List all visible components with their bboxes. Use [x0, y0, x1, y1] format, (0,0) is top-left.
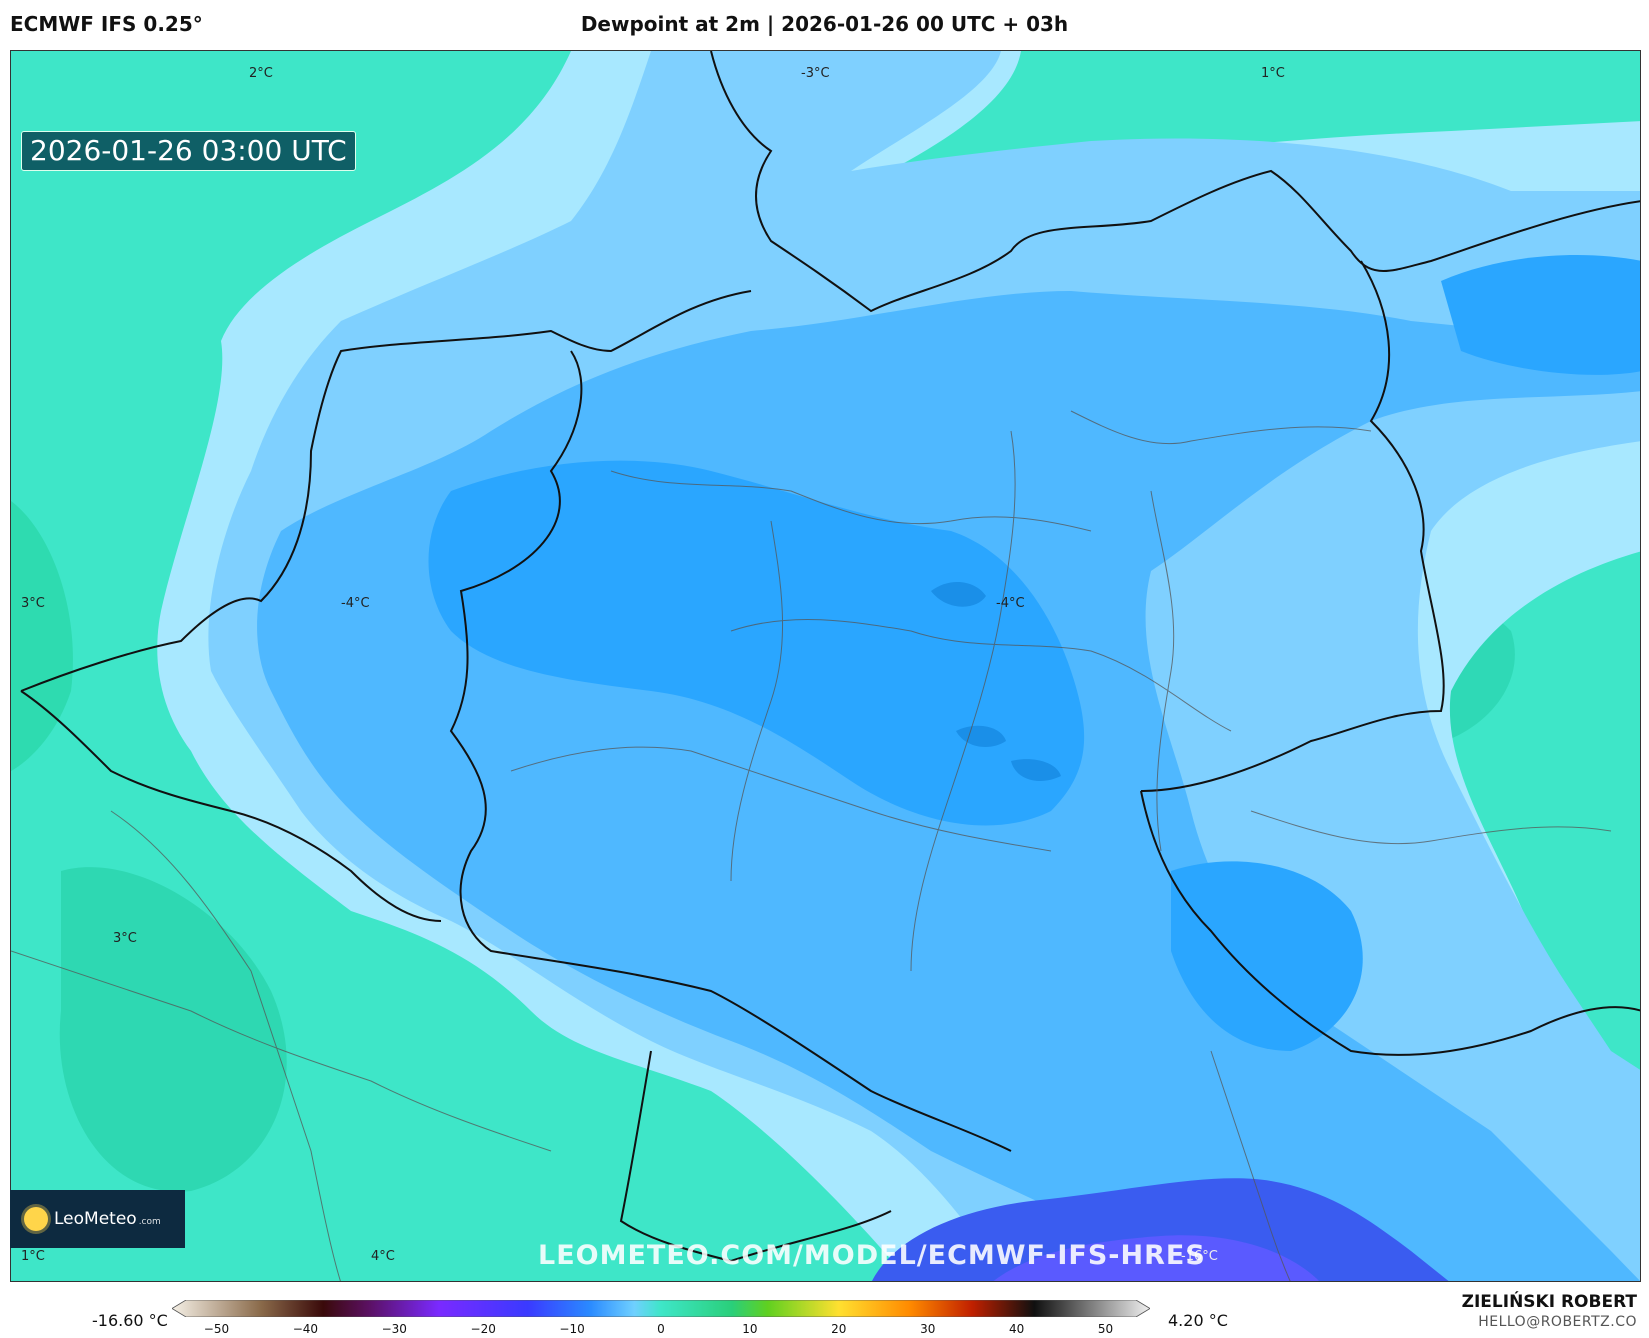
colorbar-tick-label: −30: [381, 1322, 407, 1336]
contour-label: 1°C: [21, 1249, 45, 1264]
colorbar-tick-label: −10: [559, 1322, 585, 1336]
colorbar-tick-label: 40: [1008, 1322, 1025, 1336]
colorbar-tick-label: 30: [920, 1322, 936, 1336]
contour-label: -4°C: [996, 596, 1025, 611]
colorbar-tick-label: 0: [657, 1322, 665, 1336]
colorbar-tick-label: −50: [203, 1322, 230, 1336]
chart-title: Dewpoint at 2m | 2026-01-26 00 UTC + 03h: [580, 12, 1069, 36]
contour-label: 4°C: [371, 1249, 395, 1264]
contour-label: -3°C: [801, 66, 830, 81]
source-watermark: LEOMETEO.COM/MODEL/ECMWF-IFS-HRES: [538, 1240, 1206, 1271]
contour-label: 1°C: [1261, 66, 1285, 81]
model-title: ECMWF IFS 0.25°: [10, 12, 203, 36]
colorbar-tick-label: 10: [742, 1322, 758, 1336]
contour-label: 3°C: [21, 596, 45, 611]
contour-label: 3°C: [113, 931, 137, 946]
sun-icon: [24, 1207, 48, 1231]
colorbar: [172, 1300, 1150, 1317]
logo-suffix: .com: [138, 1217, 161, 1227]
valid-time-badge: 2026-01-26 03:00 UTC: [21, 131, 356, 171]
colorbar-tick-label: −40: [292, 1322, 319, 1336]
leometeo-logo[interactable]: LeoMeteo .com: [10, 1190, 185, 1248]
author-name: ZIELIŃSKI ROBERT: [1461, 1292, 1637, 1312]
legend-min-value: -16.60 °C: [92, 1311, 168, 1330]
colorbar-tick-label: 20: [831, 1322, 847, 1336]
legend-max-value: 4.20 °C: [1168, 1311, 1228, 1330]
colorbar-tick-label: 50: [1097, 1322, 1114, 1336]
contour-label: -4°C: [341, 596, 370, 611]
author-email[interactable]: HELLO@ROBERTZ.CO: [1478, 1314, 1637, 1330]
dewpoint-field: [11, 51, 1640, 1281]
map-canvas[interactable]: 2026-01-26 03:00 UTC 2°C -3°C 1°C 3°C -4…: [10, 50, 1641, 1282]
logo-name: LeoMeteo: [54, 1209, 137, 1229]
colorbar-tick-label: −20: [470, 1322, 496, 1336]
contour-label: 2°C: [249, 66, 273, 81]
contour-label: -16°C: [1181, 1249, 1218, 1264]
